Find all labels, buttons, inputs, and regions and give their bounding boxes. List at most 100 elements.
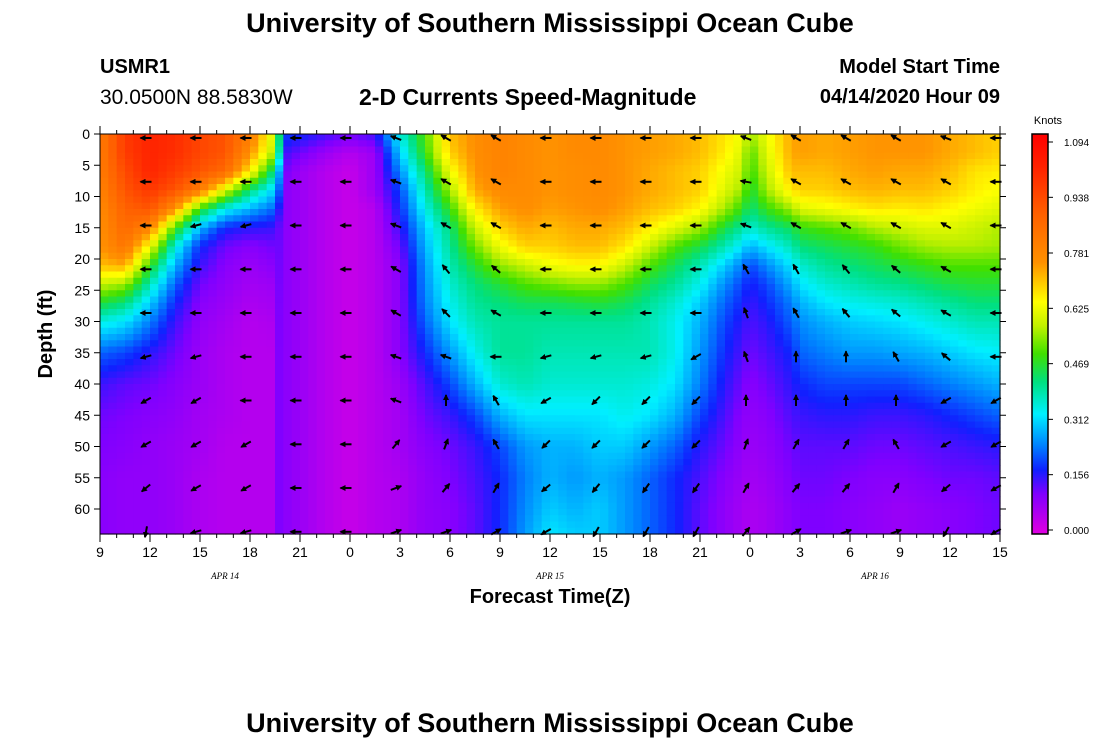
heatmap-cell: [675, 209, 684, 216]
heatmap-cell: [725, 184, 734, 191]
heatmap-cell: [141, 259, 151, 266]
heatmap-cell: [391, 296, 401, 304]
heatmap-cell: [441, 346, 451, 354]
heatmap-cell: [183, 152, 193, 160]
heatmap-cell: [283, 521, 293, 529]
heatmap-cell: [100, 477, 109, 485]
heatmap-cell: [216, 527, 226, 535]
heatmap-cell: [158, 215, 168, 223]
heatmap-cell: [133, 402, 143, 410]
heatmap-cell: [133, 315, 143, 323]
heatmap-cell: [433, 352, 443, 360]
heatmap-cell: [141, 290, 151, 298]
heatmap-cell: [733, 427, 743, 435]
heatmap-cell: [558, 265, 568, 273]
heatmap-cell: [700, 427, 709, 435]
heatmap-cell: [183, 427, 193, 435]
heatmap-cell: [100, 290, 109, 298]
heatmap-cell: [375, 334, 384, 341]
heatmap-cell: [441, 502, 451, 510]
heatmap-cell: [650, 271, 659, 279]
heatmap-cell: [591, 465, 601, 473]
heatmap-cell: [533, 171, 543, 179]
heatmap-cell: [541, 334, 551, 341]
heatmap-cell: [491, 496, 501, 504]
heatmap-cell: [233, 477, 243, 485]
heatmap-cell: [358, 196, 368, 204]
heatmap-cell: [183, 321, 193, 329]
heatmap-cell: [341, 415, 351, 423]
heatmap-cell: [166, 240, 176, 248]
heatmap-cell: [116, 471, 126, 479]
heatmap-cell: [608, 252, 618, 260]
heatmap-cell: [408, 321, 418, 329]
heatmap-cell: [341, 377, 351, 385]
heatmap-cell: [108, 409, 118, 416]
heatmap-cell: [716, 396, 726, 404]
heatmap-cell: [308, 309, 318, 316]
heatmap-cell: [425, 234, 434, 241]
heatmap-cell: [525, 477, 534, 485]
heatmap-cell: [625, 515, 634, 523]
heatmap-cell: [616, 409, 626, 416]
heatmap-cell: [100, 415, 109, 423]
heatmap-cell: [150, 477, 159, 485]
heatmap-cell: [600, 302, 609, 310]
heatmap-cell: [550, 152, 559, 160]
heatmap-cell: [525, 484, 534, 491]
heatmap-cell: [516, 315, 526, 323]
heatmap-cell: [366, 371, 376, 379]
heatmap-cell: [291, 246, 301, 254]
heatmap-cell: [575, 227, 584, 235]
heatmap-cell: [433, 209, 443, 216]
heatmap-cell: [716, 515, 726, 523]
heatmap-cell: [683, 527, 693, 535]
heatmap-cell: [241, 465, 251, 473]
heatmap-cell: [300, 465, 309, 473]
heatmap-cell: [158, 240, 168, 248]
heatmap-cell: [325, 146, 334, 154]
heatmap-cell: [366, 434, 376, 441]
heatmap-cell: [183, 184, 193, 191]
heatmap-cell: [316, 315, 326, 323]
heatmap-cell: [133, 140, 143, 148]
heatmap-cell: [458, 265, 468, 273]
heatmap-cell: [383, 134, 393, 141]
heatmap-cell: [350, 521, 359, 529]
heatmap-cell: [375, 402, 384, 410]
heatmap-cell: [583, 321, 593, 329]
heatmap-cell: [533, 471, 543, 479]
heatmap-cell: [608, 521, 618, 529]
heatmap-cell: [116, 359, 126, 366]
heatmap-cell: [350, 140, 359, 148]
heatmap-cell: [725, 309, 734, 316]
heatmap-cell: [125, 334, 134, 341]
heatmap-cell: [533, 259, 543, 266]
heatmap-cell: [583, 196, 593, 204]
heatmap-cell: [550, 246, 559, 254]
heatmap-cell: [466, 359, 476, 366]
heatmap-cell: [658, 484, 668, 491]
heatmap-cell: [141, 146, 151, 154]
heatmap-cell: [458, 240, 468, 248]
heatmap-cell: [250, 134, 259, 141]
heatmap-cell: [608, 484, 618, 491]
heatmap-cell: [658, 402, 668, 410]
heatmap-cell: [700, 471, 709, 479]
heatmap-cell: [266, 259, 276, 266]
heatmap-cell: [450, 327, 459, 335]
heatmap-cell: [383, 446, 393, 454]
heatmap-cell: [283, 509, 293, 516]
heatmap-cell: [433, 390, 443, 398]
heatmap-cell: [250, 227, 259, 235]
heatmap-cell: [466, 509, 476, 516]
heatmap-cell: [466, 409, 476, 416]
heatmap-cell: [366, 159, 376, 166]
heatmap-cell: [516, 452, 526, 460]
heatmap-cell: [283, 496, 293, 504]
heatmap-cell: [133, 152, 143, 160]
heatmap-cell: [458, 515, 468, 523]
heatmap-cell: [700, 409, 709, 416]
heatmap-cell: [658, 302, 668, 310]
heatmap-cell: [108, 152, 118, 160]
